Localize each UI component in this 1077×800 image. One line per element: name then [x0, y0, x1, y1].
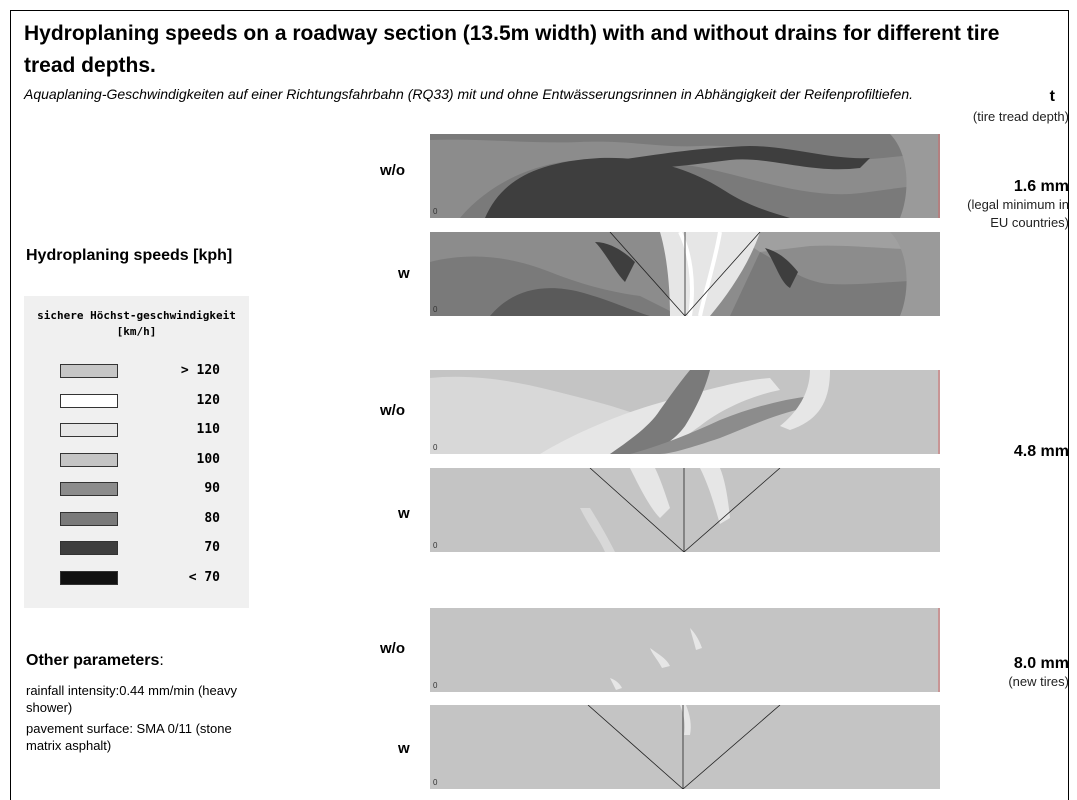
- legend-item: < 70: [60, 569, 230, 589]
- panel-4.8mm-without-drains: 0: [430, 370, 940, 454]
- tread-caption: (tire tread depth): [972, 109, 1069, 124]
- row-label-3-without: w/o: [380, 640, 405, 657]
- legend-title: sichere Höchst-geschwindigkeit [km/h]: [37, 309, 236, 338]
- figure-frame: [10, 10, 1069, 800]
- row-label-2-with: w: [398, 505, 410, 522]
- legend-swatch: [60, 393, 118, 408]
- axis-zero-label: 0: [433, 305, 438, 314]
- axis-zero-label: 0: [433, 443, 438, 452]
- other-parameters-heading-text: Other parameters: [26, 652, 160, 669]
- tread-depth-3-value: 8.0 mm: [1013, 655, 1069, 672]
- axis-zero-label: 0: [433, 207, 438, 216]
- legend-swatch: [60, 570, 118, 585]
- legend-swatch: [60, 452, 118, 467]
- row-label-1-with: w: [398, 265, 410, 282]
- tread-depth-1: 1.6 mm (legal minimum in EU countries): [959, 178, 1069, 232]
- legend-swatch: [60, 511, 118, 526]
- legend-swatch: [60, 482, 118, 496]
- panel-4.8mm-with-drains: 0: [430, 468, 940, 552]
- legend-item: 90: [60, 480, 230, 500]
- tread-depth-2: 4.8 mm: [959, 443, 1069, 461]
- legend-item: 80: [60, 510, 230, 530]
- legend-swatch: [60, 541, 118, 555]
- legend-label: 100: [196, 451, 220, 467]
- legend-item: 110: [60, 421, 230, 441]
- legend-heading: Hydroplaning speeds [kph]: [26, 247, 233, 264]
- legend-item: 120: [60, 392, 230, 412]
- tread-depth-1-value: 1.6 mm: [1013, 178, 1069, 195]
- legend-label: < 70: [188, 569, 220, 585]
- legend-item: > 120: [60, 362, 230, 382]
- tread-depth-3-note: (new tires): [1008, 674, 1069, 689]
- panel-8.0mm-without-drains: 0: [430, 608, 940, 692]
- other-parameters-heading: Other parameters:: [26, 652, 164, 670]
- legend-swatch: [60, 364, 118, 378]
- figure-title: Hydroplaning speeds on a roadway section…: [24, 22, 1000, 77]
- row-label-1-without: w/o: [380, 162, 405, 179]
- legend-label: > 120: [180, 363, 220, 378]
- legend-item: 100: [60, 451, 230, 471]
- legend-label: 120: [196, 392, 220, 408]
- legend-label: 70: [204, 540, 220, 555]
- rainfall-intensity: rainfall intensity:0.44 mm/min (heavy sh…: [26, 683, 237, 715]
- panel-1.6mm-with-drains: 0: [430, 232, 940, 316]
- panel-8.0mm-with-drains: 0: [430, 705, 940, 789]
- pavement-surface: pavement surface: SMA 0/11 (stone matrix…: [26, 721, 232, 753]
- row-label-3-with: w: [398, 740, 410, 757]
- legend-swatch: [60, 423, 118, 437]
- other-parameters-colon: :: [159, 652, 164, 669]
- legend: sichere Höchst-geschwindigkeit [km/h] > …: [24, 296, 249, 608]
- legend-label: 90: [204, 481, 220, 496]
- tread-depth-1-note: (legal minimum in EU countries): [967, 197, 1069, 230]
- axis-zero-label: 0: [433, 681, 438, 690]
- axis-zero-label: 0: [433, 778, 438, 787]
- tread-symbol: t: [1049, 88, 1055, 105]
- axis-zero-label: 0: [433, 541, 438, 550]
- figure-subtitle: Aquaplaning-Geschwindigkeiten auf einer …: [24, 86, 914, 102]
- tread-depth-2-value: 4.8 mm: [1013, 443, 1069, 460]
- tread-depth-3: 8.0 mm (new tires): [959, 655, 1069, 691]
- legend-label: 110: [196, 422, 220, 437]
- legend-label: 80: [204, 510, 220, 526]
- row-label-2-without: w/o: [380, 402, 405, 419]
- panel-1.6mm-without-drains: 0: [430, 134, 940, 218]
- legend-item: 70: [60, 539, 230, 559]
